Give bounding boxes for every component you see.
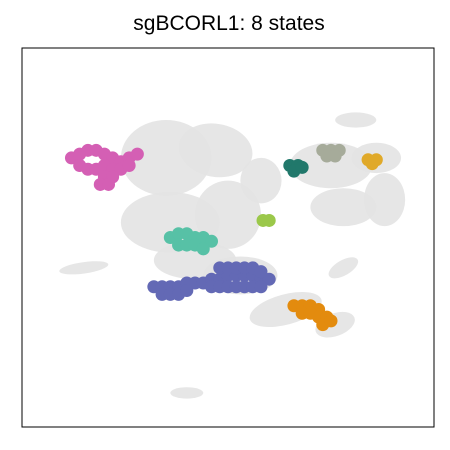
state-cluster-5 xyxy=(283,158,309,178)
background-region-1 xyxy=(178,123,253,178)
background-region-8 xyxy=(289,142,373,189)
state-2-point-18 xyxy=(180,284,194,298)
background-region-14 xyxy=(170,387,204,399)
state-2-point-31 xyxy=(254,265,268,279)
state-2-point-25 xyxy=(254,280,268,294)
background-region-11 xyxy=(310,188,377,227)
state-1-point-5 xyxy=(205,234,219,248)
state-2-point-14 xyxy=(262,272,276,286)
state-cluster-3 xyxy=(287,299,338,332)
state-clusters xyxy=(64,143,383,332)
state-cluster-6 xyxy=(316,143,346,163)
state-5-point-3 xyxy=(295,160,309,174)
chart-title: sgBCORL1: 8 states xyxy=(133,12,325,35)
state-0-point-15 xyxy=(122,158,136,172)
background-region-12 xyxy=(335,112,377,128)
state-6-point-4 xyxy=(328,149,342,163)
state-cluster-2 xyxy=(147,261,276,301)
background-region-13 xyxy=(59,261,109,275)
background-region-3 xyxy=(195,180,261,249)
state-cluster-4 xyxy=(256,213,276,227)
state-7-point-2 xyxy=(365,157,379,171)
state-4-point-1 xyxy=(262,213,276,227)
state-1-point-9 xyxy=(196,242,210,256)
state-3-point-9 xyxy=(324,314,338,328)
state-cluster-7 xyxy=(361,153,383,171)
state-0-point-8 xyxy=(130,147,144,161)
background-region-16 xyxy=(240,157,282,204)
background-region-15 xyxy=(328,257,359,279)
state-cluster-0 xyxy=(64,143,144,191)
state-0-point-19 xyxy=(102,177,116,191)
state-cluster-1 xyxy=(163,227,219,256)
